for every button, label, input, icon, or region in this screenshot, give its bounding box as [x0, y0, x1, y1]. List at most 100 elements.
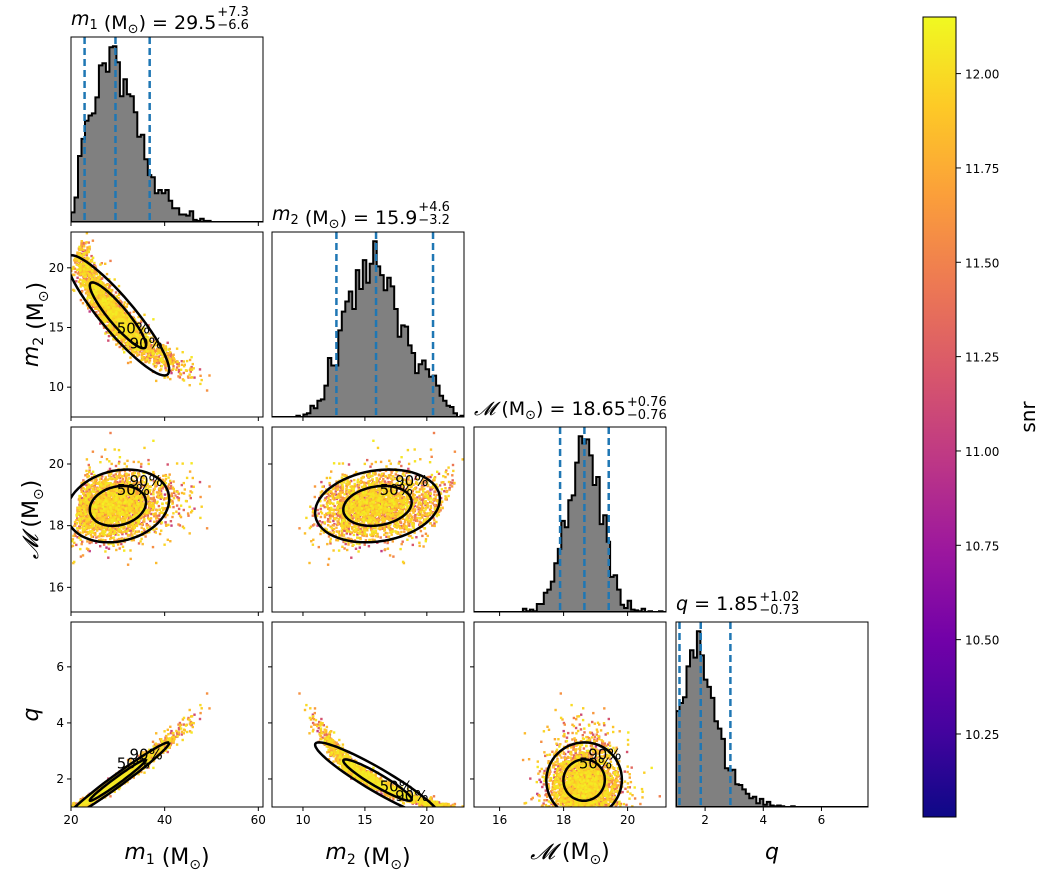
- scatter-point: [157, 517, 161, 521]
- scatter-point: [77, 264, 81, 268]
- panel-frame: [70, 231, 264, 418]
- scatter-point: [124, 517, 127, 520]
- scatter-point: [162, 361, 165, 365]
- scatter-point: [85, 232, 89, 235]
- panel-m2-m2: m2 (M⊙) = 15.9 +4.6−3.2: [271, 200, 465, 421]
- scatter-point: [83, 506, 86, 510]
- scatter-point: [125, 490, 129, 493]
- scatter-point: [75, 280, 78, 283]
- scatter-point: [75, 257, 79, 260]
- scatter-point: [92, 284, 95, 287]
- scatter-point: [135, 523, 138, 527]
- scatter-point: [124, 330, 128, 333]
- scatter-point: [150, 507, 153, 510]
- scatter-point: [190, 509, 194, 512]
- scatter-point: [126, 326, 129, 330]
- scatter-point: [100, 290, 103, 293]
- title-unit-subscript: ⊙: [329, 217, 340, 232]
- scatter-point: [172, 367, 175, 370]
- scatter-point: [174, 361, 177, 364]
- scatter-point: [208, 374, 211, 377]
- y-tick-label: 10: [49, 380, 64, 394]
- scatter-point: [89, 273, 92, 276]
- scatter-point: [103, 318, 106, 321]
- scatter-point: [137, 353, 140, 356]
- scatter-point: [136, 482, 139, 485]
- scatter-point: [92, 301, 95, 305]
- scatter-point: [144, 348, 147, 351]
- scatter-point: [156, 361, 160, 365]
- scatter-point: [164, 347, 168, 350]
- scatter-point: [169, 377, 172, 381]
- scatter-point: [83, 249, 87, 252]
- scatter-point: [133, 532, 136, 535]
- scatter-point: [106, 483, 109, 486]
- scatter-point: [139, 493, 143, 496]
- scatter-point: [139, 336, 142, 339]
- scatter-point: [86, 540, 89, 543]
- scatter-point: [173, 491, 176, 494]
- scatter-point: [83, 256, 86, 259]
- scatter-point: [87, 281, 90, 285]
- scatter-point: [95, 273, 99, 276]
- contour-90%: [71, 253, 171, 377]
- scatter-point: [76, 272, 80, 275]
- scatter-point: [162, 355, 166, 359]
- scatter-point: [115, 531, 118, 534]
- scatter-point: [145, 489, 149, 492]
- scatter-point: [128, 487, 132, 490]
- scatter-point: [158, 512, 161, 515]
- scatter-point: [143, 352, 146, 355]
- scatter-point: [86, 283, 89, 287]
- scatter-point: [85, 502, 88, 505]
- scatter-point: [78, 266, 82, 270]
- scatter-point: [83, 493, 86, 497]
- scatter-point: [88, 301, 91, 305]
- scatter-point: [158, 487, 161, 490]
- scatter-point: [148, 347, 151, 350]
- scatter-point: [97, 514, 100, 517]
- scatter-point: [90, 472, 93, 475]
- scatter-point: [119, 493, 122, 496]
- scatter-point: [172, 365, 175, 368]
- scatter-point: [153, 341, 156, 344]
- scatter-point: [158, 357, 162, 361]
- scatter-point: [146, 498, 149, 501]
- scatter-point: [139, 320, 143, 324]
- scatter-point: [122, 504, 125, 507]
- scatter-point: [103, 285, 106, 288]
- scatter-point: [126, 529, 130, 532]
- scatter-point: [108, 278, 111, 281]
- scatter-point: [104, 504, 107, 507]
- scatter-point: [151, 352, 155, 355]
- scatter-point: [123, 519, 126, 523]
- scatter-point: [169, 369, 173, 373]
- scatter-point: [84, 530, 87, 533]
- scatter-point: [121, 315, 124, 318]
- scatter-point: [123, 469, 127, 473]
- scatter-point: [163, 543, 166, 546]
- scatter-point: [146, 338, 150, 342]
- scatter-point: [166, 355, 169, 358]
- scatter-point: [71, 269, 73, 273]
- scatter-point: [129, 356, 132, 359]
- scatter-point: [100, 534, 104, 538]
- scatter-point: [110, 462, 113, 466]
- scatter-point: [110, 516, 113, 520]
- scatter-point: [77, 259, 81, 263]
- scatter-point: [81, 554, 85, 557]
- scatter-point: [109, 328, 113, 331]
- scatter-point: [102, 497, 106, 500]
- scatter-point: [177, 362, 180, 365]
- scatter-point: [181, 462, 184, 465]
- scatter-point: [102, 493, 105, 497]
- scatter-point: [82, 269, 86, 272]
- scatter-point: [112, 327, 115, 330]
- scatter-point: [153, 487, 156, 491]
- scatter-point: [77, 525, 81, 528]
- scatter-point: [85, 291, 88, 294]
- scatter-point: [143, 446, 146, 450]
- scatter-point: [141, 342, 145, 345]
- panel-frame: [271, 231, 465, 418]
- scatter-point: [148, 338, 151, 341]
